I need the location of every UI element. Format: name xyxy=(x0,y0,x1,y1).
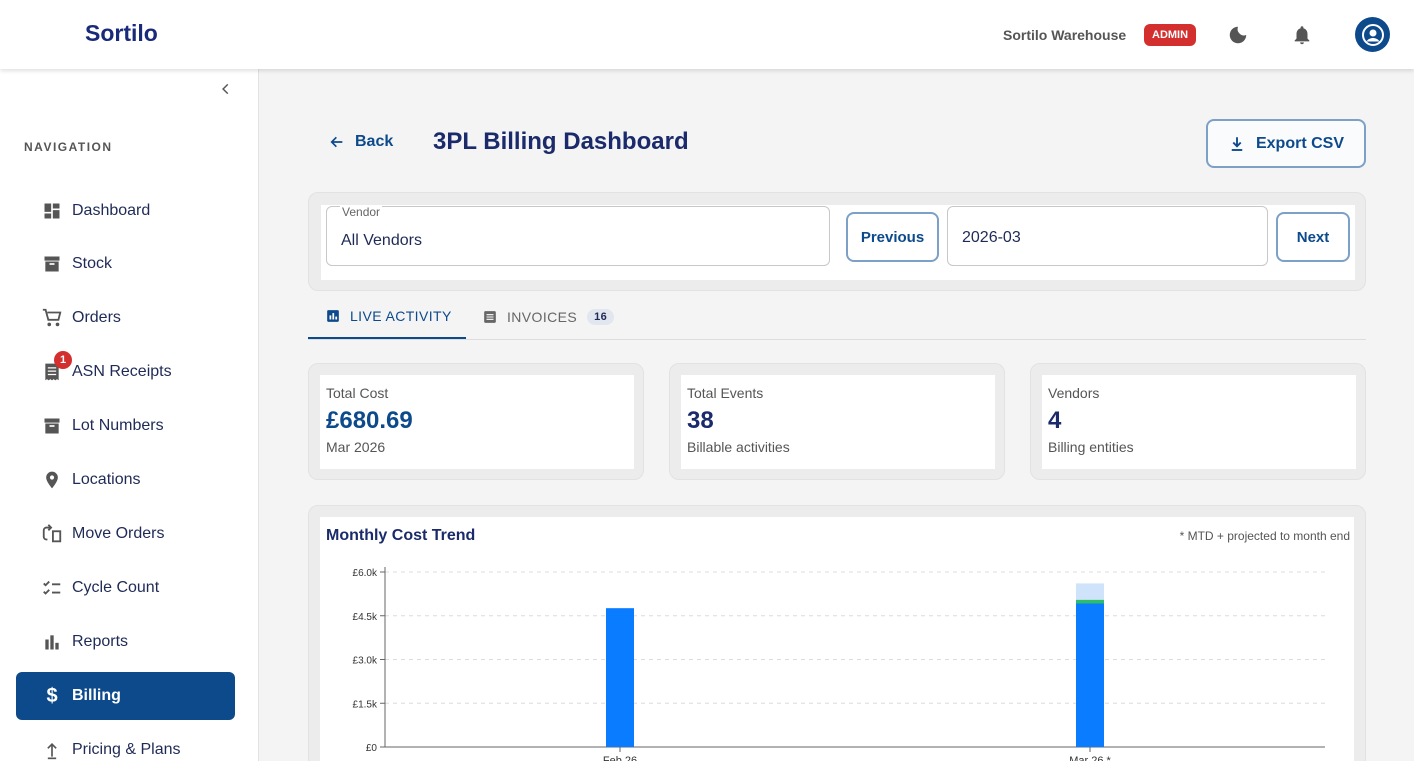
sidebar-item-billing[interactable]: $ Billing xyxy=(16,672,235,720)
notification-badge: 1 xyxy=(54,351,72,369)
sidebar-item-reports[interactable]: Reports xyxy=(16,618,235,666)
org-name: Sortilo Warehouse xyxy=(1003,27,1127,43)
chevron-left-icon[interactable] xyxy=(216,79,236,99)
role-badge: ADMIN xyxy=(1144,24,1197,46)
sidebar-item-orders[interactable]: Orders xyxy=(16,294,235,342)
bar-segment xyxy=(606,608,634,747)
stat-value: 38 xyxy=(687,407,714,434)
archive-icon xyxy=(40,252,64,276)
x-tick-label: Mar 26 * xyxy=(1069,755,1111,761)
sidebar-item-label: Lot Numbers xyxy=(72,417,164,434)
month-value: 2026-03 xyxy=(962,229,1021,246)
tab-bar: LIVE ACTIVITY INVOICES 16 xyxy=(308,294,1366,340)
page-title: 3PL Billing Dashboard xyxy=(433,128,689,155)
sidebar-item-label: Stock xyxy=(72,255,113,272)
bar-segment xyxy=(1076,599,1104,604)
stat-card-vendors: Vendors 4 Billing entities xyxy=(1030,363,1366,480)
upload-icon xyxy=(40,738,64,761)
chart-title: Monthly Cost Trend xyxy=(326,527,476,544)
cart-icon xyxy=(40,306,64,330)
location-pin-icon xyxy=(40,468,64,492)
invoice-count-badge: 16 xyxy=(587,308,615,325)
tab-label: INVOICES xyxy=(507,308,578,325)
stat-value: 4 xyxy=(1048,407,1062,434)
stat-sub: Mar 2026 xyxy=(326,439,386,455)
bar-chart-icon xyxy=(40,630,64,654)
sidebar-item-lot-numbers[interactable]: Lot Numbers xyxy=(16,402,235,450)
chart-note: * MTD + projected to month end xyxy=(1179,529,1350,543)
back-button[interactable]: Back xyxy=(329,133,393,151)
previous-button[interactable]: Previous xyxy=(846,212,939,262)
stat-sub: Billing entities xyxy=(1048,439,1134,455)
export-label: Export CSV xyxy=(1255,134,1344,152)
dark-mode-icon[interactable] xyxy=(1225,22,1251,48)
sidebar-item-label: Orders xyxy=(72,309,121,326)
list-icon xyxy=(484,310,496,323)
tab-label: LIVE ACTIVITY xyxy=(350,307,452,324)
brand-logo[interactable]: Sortilo xyxy=(85,20,158,46)
sidebar-item-locations[interactable]: Locations xyxy=(16,456,235,504)
bar-segment xyxy=(1076,603,1104,747)
sidebar-item-label: Pricing & Plans xyxy=(72,741,181,758)
sidebar-item-cycle-count[interactable]: Cycle Count xyxy=(16,564,235,612)
sidebar-item-move-orders[interactable]: Move Orders xyxy=(16,510,235,558)
chart-icon xyxy=(327,309,339,322)
sidebar-item-label: ASN Receipts xyxy=(72,363,172,380)
bell-icon[interactable] xyxy=(1289,22,1315,48)
sidebar-item-label: Reports xyxy=(72,633,129,650)
download-icon xyxy=(1231,136,1243,151)
vendor-value: All Vendors xyxy=(341,232,422,249)
dashboard-icon xyxy=(40,199,64,223)
sidebar-item-label: Move Orders xyxy=(72,525,165,542)
bar-segment xyxy=(1076,583,1104,600)
back-label: Back xyxy=(355,133,394,150)
archive-icon xyxy=(40,414,64,438)
sidebar-item-dashboard[interactable]: Dashboard xyxy=(16,187,235,235)
chart-card: Monthly Cost Trend * MTD + projected to … xyxy=(308,505,1366,761)
sidebar-item-label: Dashboard xyxy=(72,202,151,219)
sidebar-item-stock[interactable]: Stock xyxy=(16,240,235,288)
sidebar-item-asn-receipts[interactable]: 1 ASN Receipts xyxy=(16,348,235,396)
filter-card: Vendor All Vendors Previous 2026-03 Next xyxy=(308,192,1366,291)
stat-sub: Billable activities xyxy=(687,439,790,455)
next-button[interactable]: Next xyxy=(1276,212,1350,262)
dollar-icon: $ xyxy=(46,684,58,707)
month-field[interactable]: 2026-03 xyxy=(947,206,1268,266)
sidebar-item-label: Locations xyxy=(72,471,141,488)
move-icon xyxy=(40,522,64,546)
stat-label: Total Cost xyxy=(326,385,389,401)
sidebar-item-pricing-plans[interactable]: Pricing & Plans xyxy=(16,726,235,761)
tab-live-activity[interactable]: LIVE ACTIVITY xyxy=(308,294,466,339)
checklist-icon xyxy=(40,576,64,600)
stat-value: £680.69 xyxy=(326,407,413,434)
stat-card-total-cost: Total Cost £680.69 Mar 2026 xyxy=(308,363,644,480)
tab-invoices[interactable]: INVOICES 16 xyxy=(483,294,615,339)
y-tick-label: £4.5k xyxy=(353,612,378,623)
stat-label: Total Events xyxy=(687,385,764,401)
export-csv-button[interactable]: Export CSV xyxy=(1206,119,1366,168)
stat-label: Vendors xyxy=(1048,385,1100,401)
y-tick-label: £6.0k xyxy=(353,568,378,579)
account-avatar[interactable] xyxy=(1355,17,1390,52)
x-tick-label: Feb 26 xyxy=(603,755,637,761)
y-tick-label: £3.0k xyxy=(353,656,378,667)
sidebar: NAVIGATION Dashboard Stock Orders 1 ASN … xyxy=(0,69,259,761)
sidebar-item-label: Billing xyxy=(72,687,121,704)
stat-card-total-events: Total Events 38 Billable activities xyxy=(669,363,1005,480)
monthly-cost-chart: £0 £1.5k £3.0k £4.5k £6.0k Feb 26 Mar 26 * xyxy=(353,567,1325,761)
account-icon xyxy=(1361,23,1384,46)
y-tick-label: £0 xyxy=(366,743,378,754)
nav-section-title: NAVIGATION xyxy=(24,140,113,154)
y-tick-label: £1.5k xyxy=(353,699,378,710)
vendor-label: Vendor xyxy=(340,205,383,219)
receipt-icon xyxy=(40,360,64,384)
top-bar: Sortilo Sortilo Warehouse ADMIN xyxy=(0,0,1414,69)
vendor-select[interactable]: Vendor All Vendors xyxy=(326,205,830,266)
arrow-left-icon xyxy=(330,136,343,148)
sidebar-item-label: Cycle Count xyxy=(72,579,160,596)
